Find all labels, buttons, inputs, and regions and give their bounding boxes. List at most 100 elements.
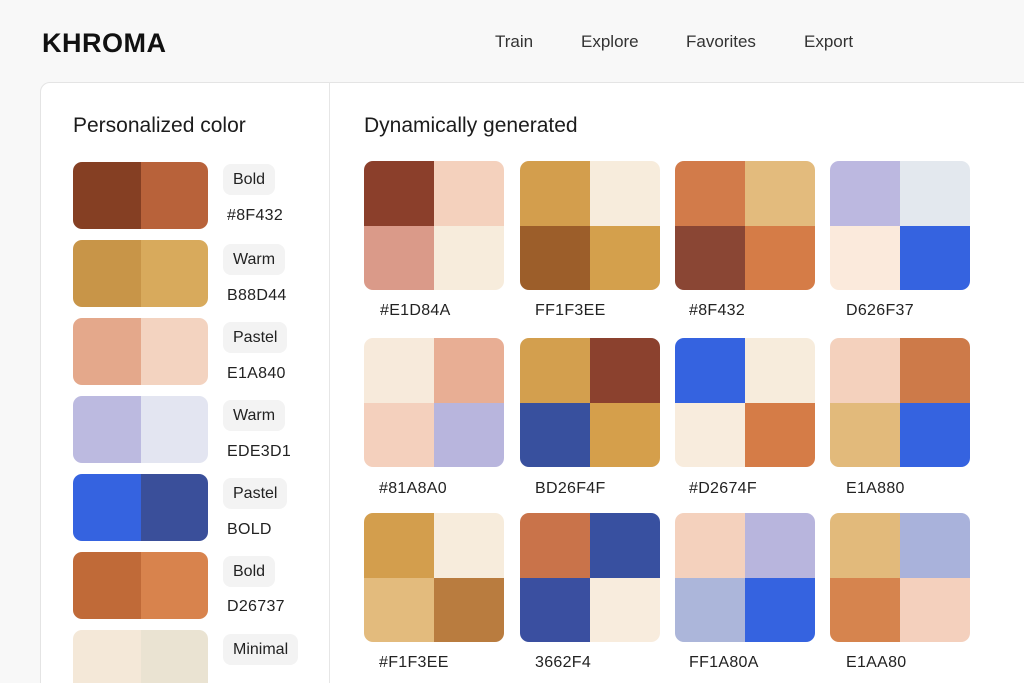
swatch-color: [73, 630, 141, 683]
swatch-color: [140, 162, 208, 229]
color-swatch[interactable]: [73, 552, 208, 619]
palette-code: #8F432: [689, 302, 746, 319]
style-tag[interactable]: Minimal: [223, 634, 299, 665]
palette-color: [830, 161, 900, 226]
swatch-color: [140, 474, 208, 541]
style-tag[interactable]: Pastel: [223, 322, 288, 353]
palette-color: [590, 161, 660, 226]
palette-color: [520, 513, 590, 578]
palette-tile[interactable]: [364, 513, 504, 642]
hex-code: BOLD: [227, 521, 272, 538]
palette-color: [364, 402, 434, 467]
style-tag[interactable]: Warm: [223, 400, 286, 431]
palette-color: [364, 161, 434, 226]
swatch-color: [140, 630, 208, 683]
palette-tile[interactable]: [675, 338, 815, 467]
swatch-color: [73, 474, 141, 541]
palette-color: [830, 225, 900, 290]
hex-code: E1A840: [227, 365, 286, 382]
palette-color: [675, 513, 745, 578]
palette-color: [675, 161, 745, 226]
palette-code: E1A880: [846, 480, 905, 497]
swatch-color: [73, 552, 141, 619]
palette-color: [434, 161, 504, 226]
palette-color: [590, 513, 660, 578]
palette-color: [434, 225, 504, 290]
palette-color: [520, 402, 590, 467]
style-tag[interactable]: Bold: [223, 556, 276, 587]
palette-code: #D2674F: [689, 480, 757, 497]
panel-divider: [329, 82, 330, 683]
color-swatch[interactable]: [73, 396, 208, 463]
palette-color: [900, 225, 970, 290]
generated-title: Dynamically generated: [364, 114, 578, 137]
palette-color: [434, 402, 504, 467]
palette-color: [675, 402, 745, 467]
palette-color: [900, 402, 970, 467]
swatch-color: [73, 162, 141, 229]
palette-color: [745, 577, 815, 642]
nav-train[interactable]: Train: [495, 32, 534, 51]
swatch-color: [73, 318, 141, 385]
palette-code: FF1F3EE: [535, 302, 606, 319]
palette-tile[interactable]: [830, 161, 970, 290]
palette-color: [434, 577, 504, 642]
top-bar: KHROMA Train Explore Favorites Export: [0, 0, 1024, 82]
palette-color: [745, 513, 815, 578]
palette-code: BD26F4F: [535, 480, 606, 497]
palette-color: [900, 338, 970, 403]
palette-color: [434, 513, 504, 578]
palette-color: [900, 161, 970, 226]
swatch-color: [140, 240, 208, 307]
color-swatch[interactable]: [73, 630, 208, 683]
palette-tile[interactable]: [364, 338, 504, 467]
hex-code: #8F432: [227, 207, 284, 224]
palette-tile[interactable]: [675, 161, 815, 290]
palette-tile[interactable]: [364, 161, 504, 290]
palette-color: [520, 338, 590, 403]
palette-tile[interactable]: [830, 513, 970, 642]
palette-color: [675, 338, 745, 403]
hex-code: EDE3D1: [227, 443, 292, 460]
palette-code: FF1A80A: [689, 654, 759, 671]
swatch-color: [140, 552, 208, 619]
palette-tile[interactable]: [520, 161, 660, 290]
palette-color: [520, 577, 590, 642]
swatch-color: [140, 318, 208, 385]
color-swatch[interactable]: [73, 162, 208, 229]
color-swatch[interactable]: [73, 240, 208, 307]
personalized-title: Personalized color: [73, 114, 246, 137]
style-tag[interactable]: Bold: [223, 164, 276, 195]
palette-color: [675, 225, 745, 290]
color-swatch[interactable]: [73, 474, 208, 541]
hex-code: D26737: [227, 598, 285, 615]
palette-color: [675, 577, 745, 642]
palette-tile[interactable]: [830, 338, 970, 467]
app-logo[interactable]: KHROMA: [42, 28, 167, 58]
palette-color: [590, 338, 660, 403]
palette-code: D626F37: [846, 302, 914, 319]
palette-color: [364, 577, 434, 642]
palette-code: #E1D84A: [380, 302, 451, 319]
palette-color: [520, 161, 590, 226]
palette-color: [830, 402, 900, 467]
nav-export[interactable]: Export: [804, 32, 854, 51]
palette-tile[interactable]: [520, 513, 660, 642]
color-swatch[interactable]: [73, 318, 208, 385]
palette-color: [900, 513, 970, 578]
palette-tile[interactable]: [520, 338, 660, 467]
palette-color: [900, 577, 970, 642]
palette-color: [520, 225, 590, 290]
palette-code: E1AA80: [846, 654, 907, 671]
nav-favorites[interactable]: Favorites: [686, 32, 756, 51]
style-tag[interactable]: Warm: [223, 244, 286, 275]
palette-color: [830, 577, 900, 642]
palette-code: #81A8A0: [379, 480, 447, 497]
style-tag[interactable]: Pastel: [223, 478, 288, 509]
palette-color: [745, 402, 815, 467]
palette-tile[interactable]: [675, 513, 815, 642]
palette-color: [830, 513, 900, 578]
palette-color: [364, 338, 434, 403]
nav-explore[interactable]: Explore: [581, 32, 639, 51]
palette-color: [745, 225, 815, 290]
